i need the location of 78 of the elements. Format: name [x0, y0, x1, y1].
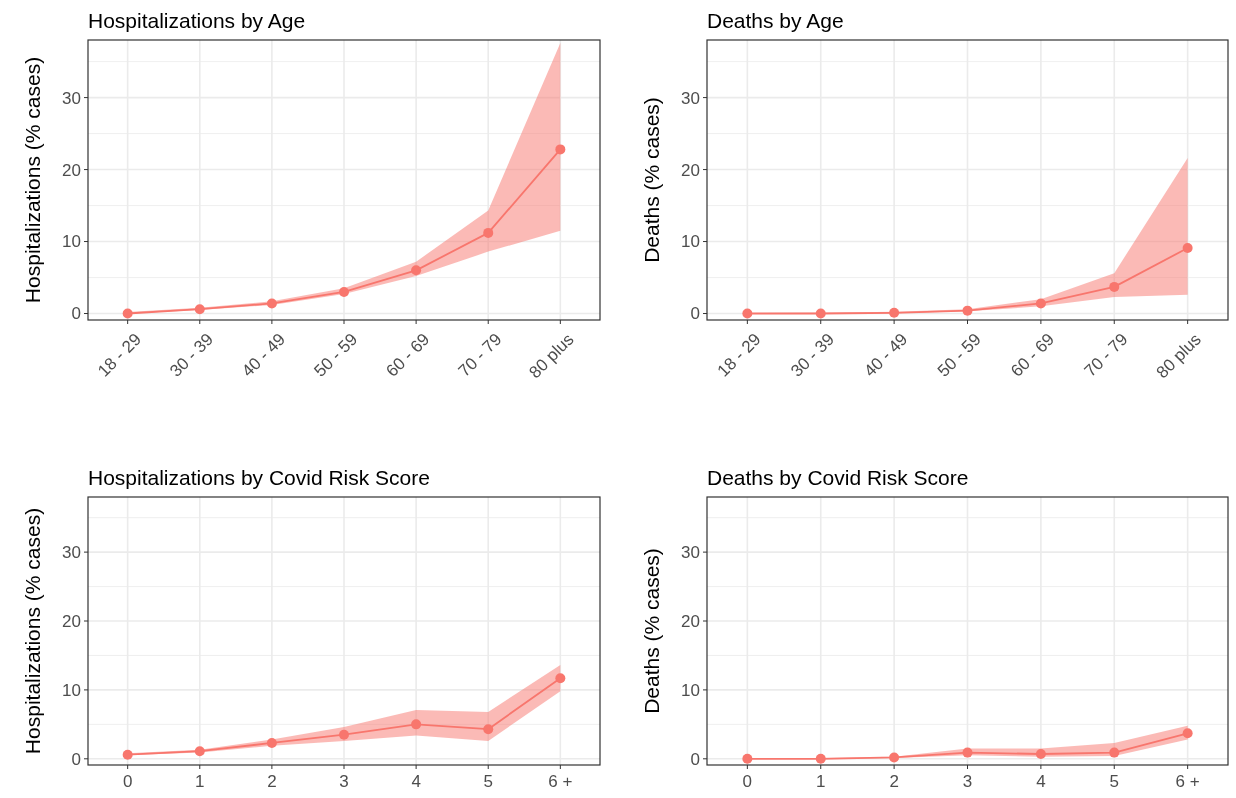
y-tick-label: 30: [681, 88, 700, 108]
x-tick-label: 5: [1109, 771, 1119, 791]
x-tick-label: 4: [411, 771, 421, 791]
point: [1182, 243, 1193, 254]
x-tick-label: 30 - 39: [787, 329, 838, 381]
chart-title: Hospitalizations by Covid Risk Score: [88, 466, 430, 489]
x-tick-label: 1: [195, 771, 205, 791]
point: [122, 308, 133, 319]
x-tick-label: 6 +: [1175, 771, 1200, 791]
y-tick-label: 10: [681, 232, 700, 252]
x-tick-label: 3: [962, 771, 973, 791]
point: [555, 673, 566, 684]
y-tick-label: 20: [62, 160, 81, 180]
x-tick-label: 5: [483, 771, 493, 791]
y-tick-label: 0: [690, 304, 700, 324]
x-tick-label: 40 - 49: [238, 329, 290, 381]
point: [815, 308, 826, 319]
point: [411, 719, 422, 730]
point: [483, 724, 494, 735]
x-tick-label: 0: [122, 771, 133, 791]
point: [1109, 747, 1120, 758]
point: [555, 144, 566, 155]
point: [1182, 728, 1193, 739]
x-tick-label: 0: [742, 771, 753, 791]
point: [815, 753, 826, 764]
y-axis-title: Deaths (% cases): [640, 97, 663, 263]
y-tick-label: 10: [62, 232, 81, 252]
y-tick-label: 30: [62, 543, 81, 563]
x-tick-label: 60 - 69: [1007, 329, 1059, 381]
y-tick-label: 10: [62, 680, 81, 700]
point: [339, 286, 349, 297]
x-tick-label: 6 +: [548, 771, 573, 791]
y-tick-label: 30: [681, 543, 700, 563]
point: [411, 265, 422, 276]
x-tick-label: 70 - 79: [454, 329, 506, 381]
y-tick-label: 10: [681, 680, 700, 700]
y-tick-label: 0: [71, 304, 81, 324]
point: [742, 308, 753, 319]
point: [194, 304, 205, 315]
chart-title: Deaths by Age: [707, 9, 844, 32]
point: [1109, 281, 1120, 292]
x-tick-label: 70 - 79: [1080, 329, 1132, 381]
point: [1035, 748, 1046, 759]
x-tick-label: 1: [816, 771, 826, 791]
x-tick-label: 30 - 39: [166, 329, 218, 381]
y-tick-label: 0: [71, 749, 81, 769]
x-tick-label: 2: [267, 771, 277, 791]
point: [194, 746, 205, 757]
x-tick-label: 60 - 69: [382, 329, 434, 381]
point: [889, 752, 900, 763]
x-tick-label: 40 - 49: [860, 329, 912, 381]
point: [962, 747, 973, 758]
x-tick-label: 2: [889, 771, 899, 791]
x-tick-label: 50 - 59: [933, 329, 985, 381]
chart-title: Hospitalizations by Age: [88, 9, 306, 32]
point: [266, 298, 277, 309]
point: [742, 753, 753, 764]
x-tick-label: 18 - 29: [713, 329, 765, 381]
point: [1035, 298, 1046, 309]
x-tick-label: 50 - 59: [310, 329, 362, 381]
y-tick-label: 20: [681, 611, 700, 631]
x-tick-label: 3: [339, 771, 349, 791]
point: [339, 729, 349, 740]
y-tick-label: 0: [690, 749, 700, 769]
x-tick-label: 18 - 29: [94, 329, 145, 381]
y-axis-title: Hospitalizations (% cases): [21, 56, 44, 304]
y-tick-label: 20: [681, 160, 700, 180]
point: [483, 227, 494, 238]
y-tick-label: 30: [62, 88, 81, 108]
point: [889, 307, 900, 318]
x-tick-label: 4: [1036, 771, 1046, 791]
point: [266, 737, 277, 748]
y-axis-title: Deaths (% cases): [640, 548, 663, 714]
chart-title: Deaths by Covid Risk Score: [707, 466, 969, 489]
point: [122, 749, 133, 760]
point: [962, 305, 973, 316]
y-axis-title: Hospitalizations (% cases): [21, 507, 44, 755]
y-tick-label: 20: [62, 611, 81, 631]
